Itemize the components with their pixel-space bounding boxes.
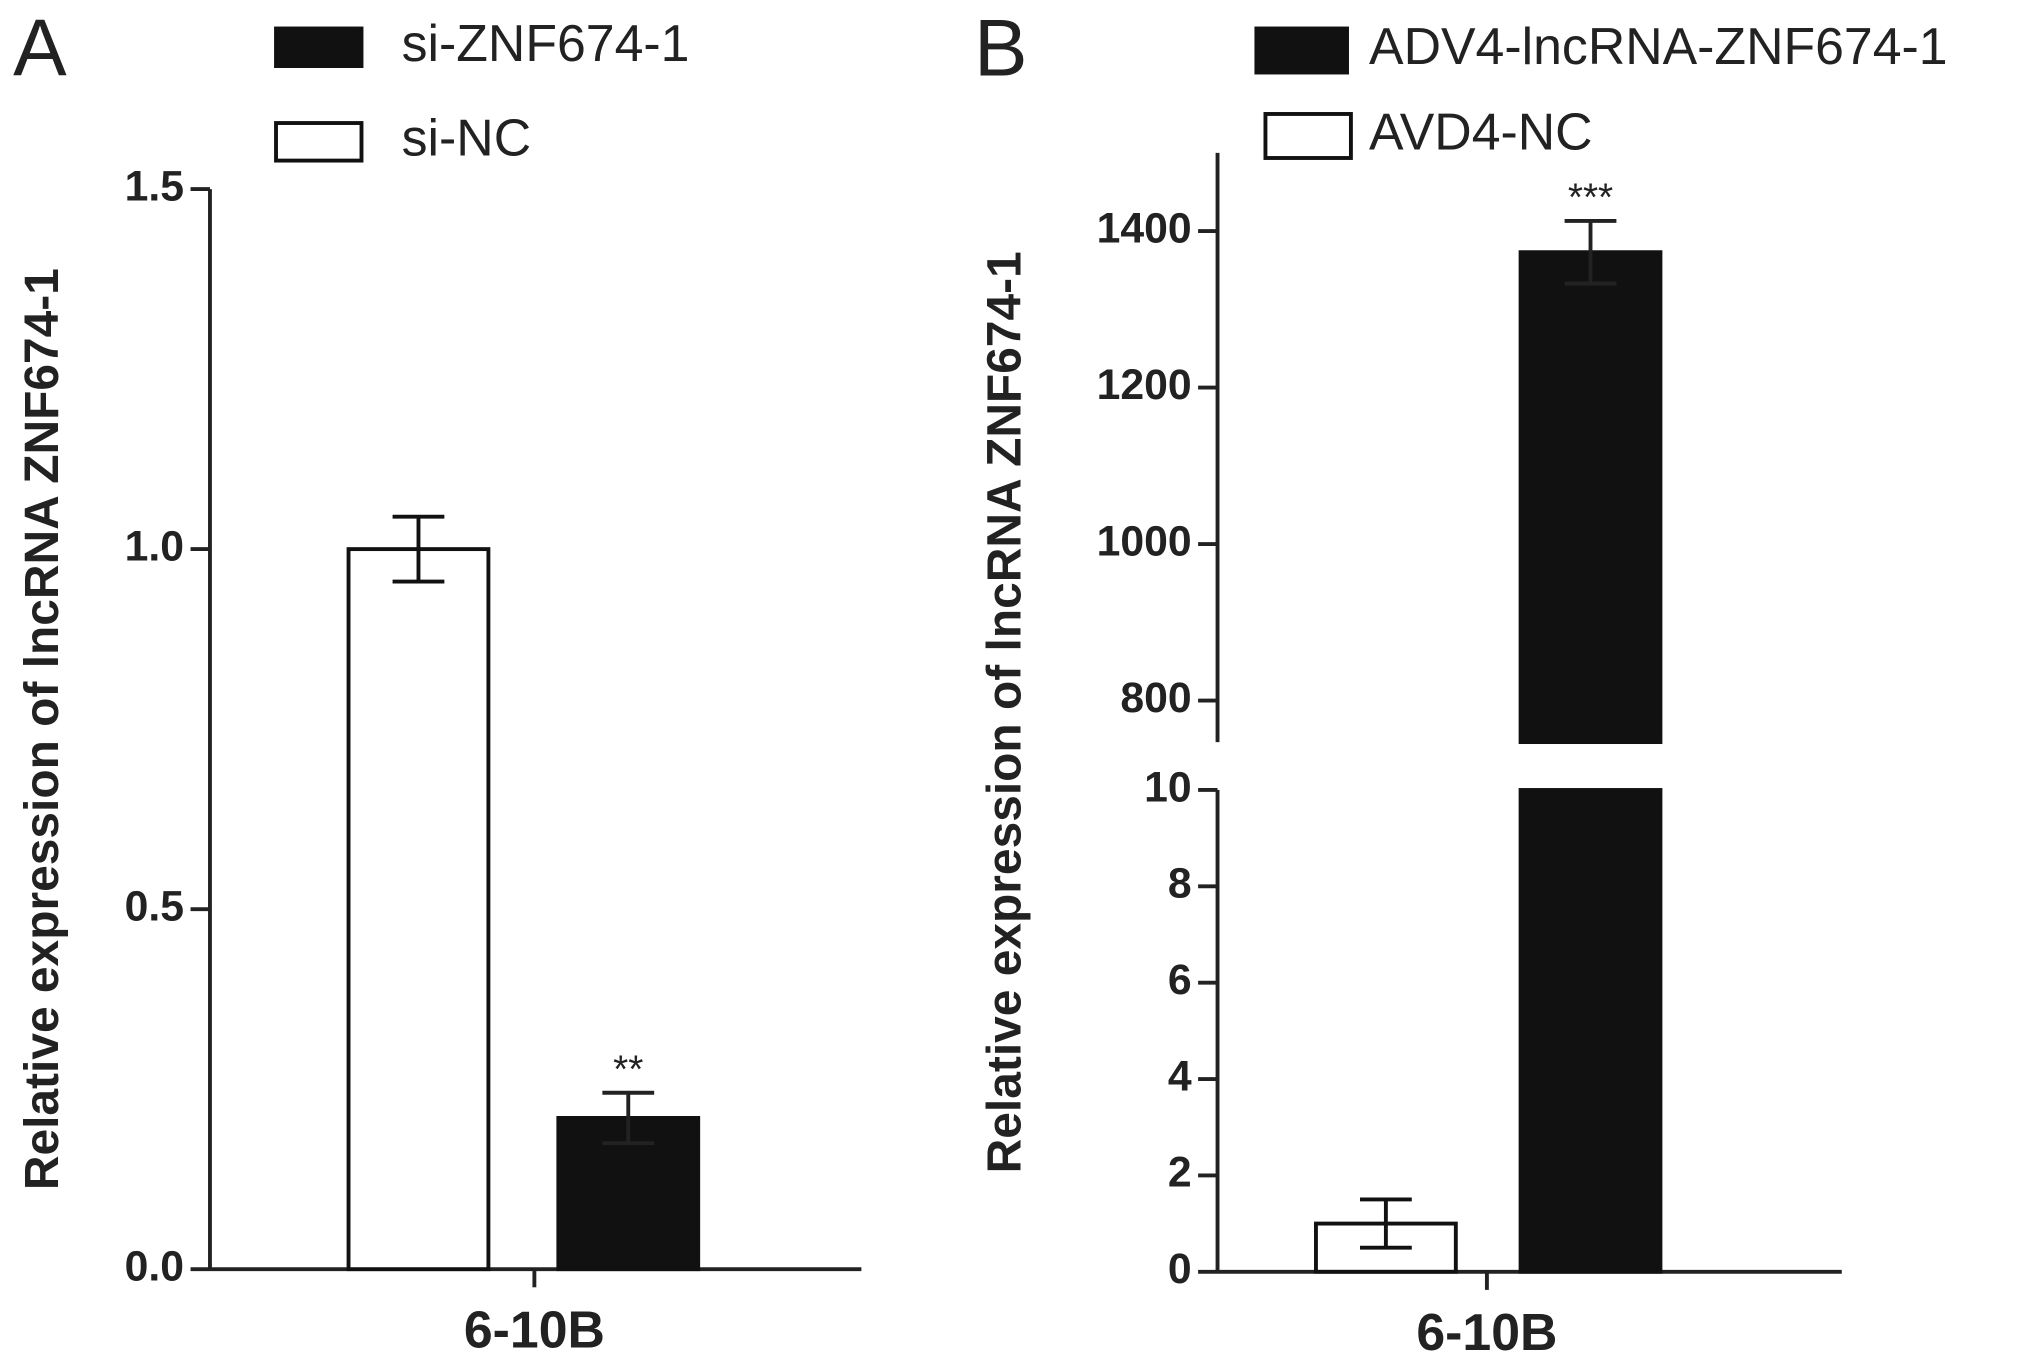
bar — [346, 547, 491, 1272]
bar — [1518, 250, 1663, 745]
error-bar — [392, 514, 445, 584]
y-tick-label: 4 — [1168, 1052, 1192, 1100]
panel-label: B — [974, 4, 1028, 94]
y-tick-label: 1.0 — [125, 522, 184, 570]
y-tick-label: 0.0 — [125, 1242, 184, 1290]
y-axis-label: Relative expression of lncRNA ZNF674-1 — [16, 268, 69, 1190]
legend-swatch — [274, 26, 364, 68]
y-axis-label: Relative expression of lncRNA ZNF674-1 — [978, 251, 1031, 1173]
legend-label: AVD4-NC — [1369, 103, 1593, 161]
x-tick-label: 6-10B — [464, 1301, 605, 1359]
error-bar — [1564, 218, 1617, 286]
legend-swatch — [274, 121, 364, 163]
y-tick-label: 1400 — [1097, 204, 1192, 252]
x-tick-label: 6-10B — [1416, 1303, 1557, 1361]
y-tick-label: 2 — [1168, 1149, 1192, 1197]
y-tick-label: 800 — [1120, 674, 1191, 722]
y-tick-label: 1.5 — [125, 162, 184, 210]
y-tick-label: 1200 — [1097, 361, 1192, 409]
legend-label: si-NC — [402, 108, 531, 166]
error-bar — [1359, 1197, 1412, 1250]
legend-swatch — [1263, 112, 1353, 160]
error-bar — [602, 1090, 655, 1146]
legend-swatch — [1254, 26, 1349, 75]
bar-lower-segment — [1518, 788, 1663, 1274]
significance-label: ** — [613, 1048, 643, 1091]
y-tick-label: 1000 — [1097, 517, 1192, 565]
y-tick-label: 10 — [1144, 763, 1192, 811]
legend-label: ADV4-lncRNA-ZNF674-1 — [1369, 17, 1948, 75]
y-tick-label: 8 — [1168, 860, 1192, 908]
y-tick-label: 0 — [1168, 1245, 1192, 1293]
y-tick-label: 6 — [1168, 956, 1192, 1004]
y-tick-label: 0.5 — [125, 882, 184, 930]
legend-label: si-ZNF674-1 — [402, 14, 690, 72]
panel-label: A — [13, 4, 67, 94]
significance-label: *** — [1568, 176, 1613, 219]
